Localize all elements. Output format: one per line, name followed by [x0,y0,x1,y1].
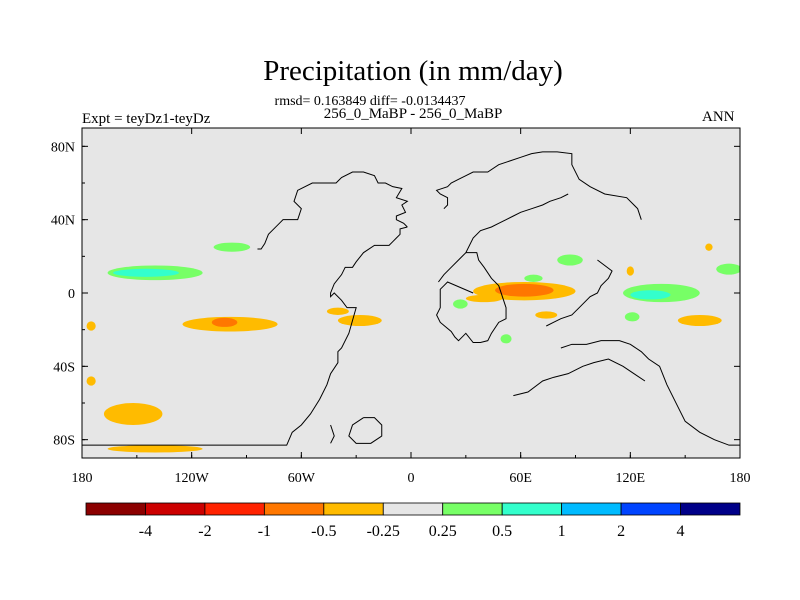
coastline [560,340,740,446]
colorbar-label: -2 [198,523,211,540]
coastline [436,252,507,343]
colorbar-label: -0.25 [367,523,400,540]
coastline [513,358,646,397]
colorbar-swatch [501,502,563,516]
anomaly-patch [630,290,671,300]
anomaly-patch [453,299,468,309]
y-tick-label: 80S [53,434,75,449]
colorbar-label: 0.25 [429,523,457,540]
colorbar-swatch [323,502,384,516]
colorbar-label: -0.5 [311,523,336,540]
anomaly-patch [337,315,382,326]
colorbar-swatch [442,502,503,516]
x-tick-label: 180 [730,471,751,486]
colorbar-label: -4 [139,523,152,540]
case-subtitle: 256_0_MaBP - 256_0_MaBP [323,106,503,122]
anomaly-patch [626,266,634,276]
colorbar: -4 -2 -1 -0.5 -0.25 0.25 0.5 1 2 4 [85,502,741,540]
anomaly-patch [557,254,583,266]
colorbar-swatch [85,502,146,516]
anomaly-patch [86,376,96,386]
x-tick-label: 120E [616,471,646,486]
chart-title: Precipitation (in mm/day) [263,55,563,87]
x-tick-label: 120W [175,471,210,486]
x-tick-label: 180 [72,471,93,486]
anomaly-patch [535,311,558,319]
season-label: ANN [702,109,735,125]
anomaly-patch [677,315,722,326]
colorbar-swatch [561,502,622,516]
anomaly-patch [107,445,203,453]
coastline [435,151,642,220]
colorbar-label: 1 [558,523,566,540]
rmsd-diff-stats: rmsd= 0.163849 diff= -0.0134437 [274,94,466,109]
y-tick-label: 40N [51,214,75,229]
anomaly-patch [465,294,503,303]
anomaly-patch [213,242,251,252]
anomaly-patch [495,283,554,297]
y-axis: 80N 40N 0 40S 80S [51,140,740,449]
anomaly-patch [716,263,740,275]
coastline [330,424,335,444]
y-tick-label: 80N [51,140,75,155]
coastline-layer [82,151,740,446]
anomaly-patch [326,307,349,316]
colorbar-label: 0.5 [492,523,512,540]
x-tick-label: 60W [288,471,316,486]
coastline [82,226,408,446]
y-tick-label: 0 [68,287,75,302]
anomaly-patch [113,268,179,277]
colorbar-swatch [145,502,206,516]
anomaly-layer [86,242,740,453]
x-tick-label: 0 [408,471,415,486]
anomaly-patch [624,312,640,322]
colorbar-swatch [204,502,265,516]
coastline [546,259,613,327]
anomaly-patch [500,334,512,344]
colorbar-label: 4 [677,523,685,540]
colorbar-label: -1 [258,523,271,540]
experiment-label: Expt = teyDz1-teyDz [82,111,211,127]
y-tick-label: 40S [53,360,75,375]
colorbar-swatch [620,502,681,516]
coastline [257,171,409,250]
anomaly-patch [103,403,163,425]
x-axis: 180 120W 60W 0 60E 120E 180 [72,128,751,486]
anomaly-patch [86,321,96,331]
anomaly-patch [524,274,543,283]
colorbar-swatch [382,502,444,516]
anomaly-patch [705,243,713,251]
colorbar-label: 2 [617,523,625,540]
coastline [438,193,569,283]
colorbar-swatch [263,502,325,516]
anomaly-patch [211,317,238,327]
x-tick-label: 60E [509,471,532,486]
coastline [348,417,383,444]
colorbar-swatch [680,502,741,516]
